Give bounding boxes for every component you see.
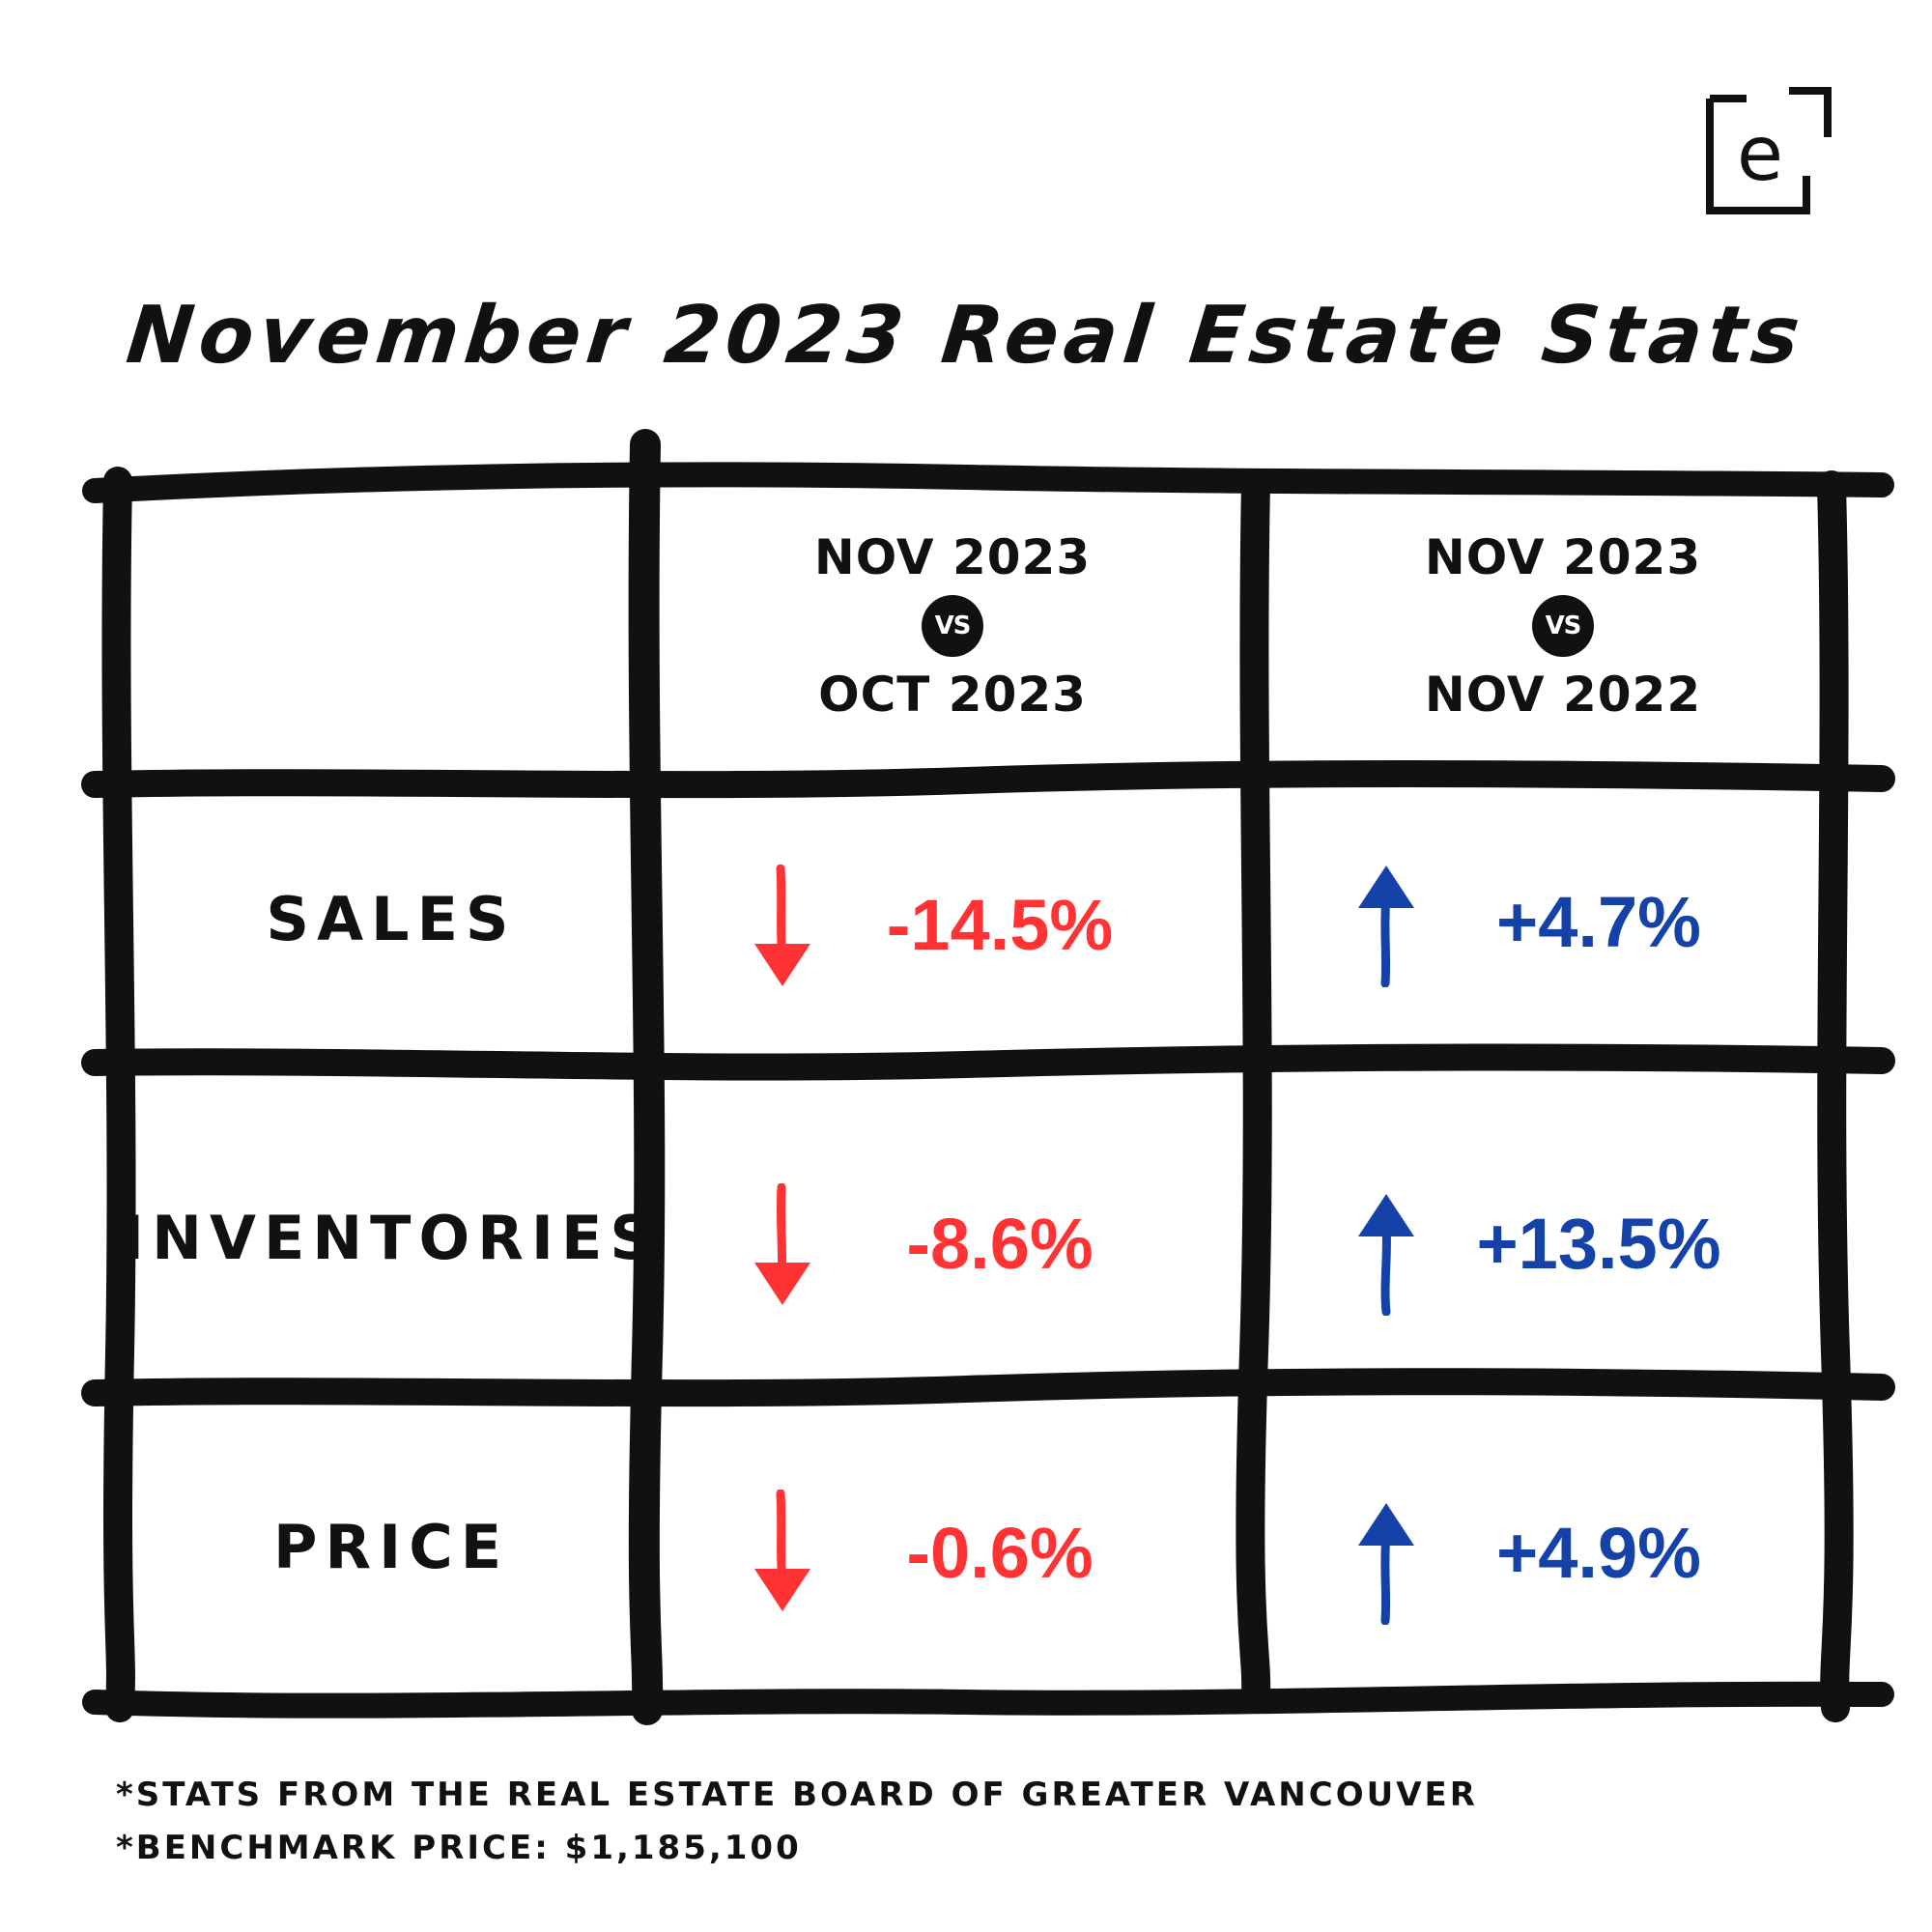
arrow-up-icon bbox=[1358, 1503, 1414, 1625]
column-header-1-bottom: OCT 2023 bbox=[818, 667, 1087, 723]
grid-line-col1 bbox=[628, 429, 666, 1725]
arrow-down-icon bbox=[754, 1183, 810, 1305]
column-header-2: NOV 2023 VS NOV 2022 bbox=[1273, 533, 1853, 719]
vs-badge: VS bbox=[922, 595, 983, 657]
value-sales-mom: -14.5% bbox=[886, 885, 1114, 965]
grid-line-header bbox=[81, 760, 1895, 799]
column-header-1: NOV 2023 VS OCT 2023 bbox=[663, 533, 1242, 719]
arrow-up-icon bbox=[1358, 1194, 1414, 1316]
footnote-source: *STATS FROM THE REAL ESTATE BOARD OF GRE… bbox=[116, 1776, 1478, 1814]
value-inventories-yoy: +13.5% bbox=[1476, 1204, 1721, 1284]
arrow-down-icon bbox=[754, 1490, 810, 1611]
grid-line-right bbox=[1817, 470, 1854, 1722]
arrow-up-icon bbox=[1358, 866, 1414, 987]
value-sales-yoy: +4.7% bbox=[1496, 882, 1701, 962]
vs-badge: VS bbox=[1532, 595, 1594, 657]
column-header-2-bottom: NOV 2022 bbox=[1424, 667, 1702, 723]
value-price-mom: -0.6% bbox=[906, 1513, 1094, 1593]
grid-line-col2 bbox=[1236, 469, 1272, 1713]
row-label-price: PRICE bbox=[272, 1512, 510, 1582]
grid-line-left bbox=[101, 467, 136, 1722]
column-header-2-top: NOV 2023 bbox=[1424, 529, 1702, 585]
logo-letter: e bbox=[1737, 111, 1783, 198]
grid-line-row2 bbox=[81, 1368, 1895, 1407]
column-header-1-top: NOV 2023 bbox=[813, 529, 1092, 585]
value-inventories-mom: -8.6% bbox=[906, 1204, 1094, 1284]
row-label-inventories: INVENTORIES bbox=[122, 1203, 661, 1273]
row-label-sales: SALES bbox=[266, 884, 517, 954]
footnote-benchmark-price: *BENCHMARK PRICE: $1,185,100 bbox=[116, 1829, 802, 1867]
grid-line-top bbox=[82, 462, 1894, 503]
value-price-yoy: +4.9% bbox=[1496, 1513, 1701, 1593]
brand-logo-icon: e bbox=[1706, 87, 1832, 214]
arrow-down-icon bbox=[754, 865, 810, 986]
grid-line-row1 bbox=[81, 1043, 1895, 1081]
grid-line-bottom bbox=[82, 1681, 1894, 1719]
